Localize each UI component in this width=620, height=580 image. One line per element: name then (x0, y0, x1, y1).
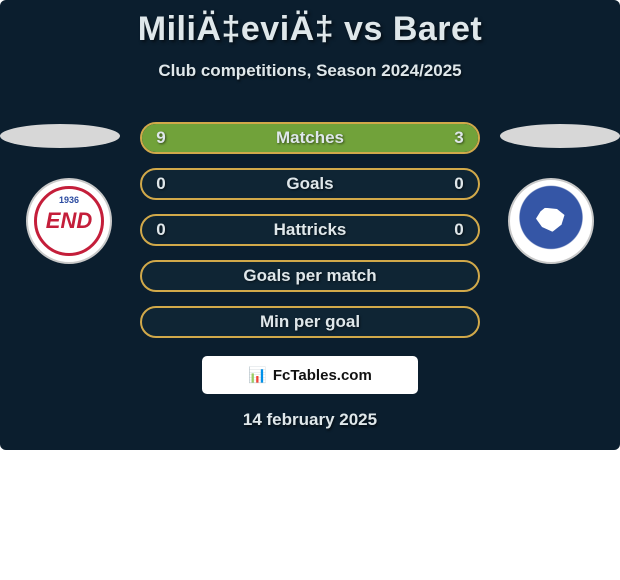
ellipse-left (0, 124, 120, 148)
title: MiliÄ‡eviÄ‡ vs Baret (0, 0, 620, 49)
stat-bars: 93Matches 00Goals 00Hattricks Goals per mat… (140, 122, 480, 352)
chart-icon: 📊 (248, 366, 267, 384)
ellipse-right (500, 124, 620, 148)
watermark: 📊 FcTables.com (202, 356, 418, 394)
stat-bar: Goals per match (140, 260, 480, 292)
watermark-text: FcTables.com (273, 367, 372, 384)
stat-bar: 00Hattricks (140, 214, 480, 246)
club-logo-left: 1936 END (26, 178, 112, 264)
club-logo-left-text: END (46, 208, 92, 234)
stat-label: Goals per match (142, 262, 478, 290)
stat-bar: 93Matches (140, 122, 480, 154)
stat-bar: 00Goals (140, 168, 480, 200)
stat-bar: Min per goal (140, 306, 480, 338)
stat-label: Matches (142, 124, 478, 152)
stat-label: Min per goal (142, 308, 478, 336)
stat-label: Hattricks (142, 216, 478, 244)
club-logo-right (508, 178, 594, 264)
date: 14 february 2025 (0, 410, 620, 430)
subtitle: Club competitions, Season 2024/2025 (0, 61, 620, 81)
club-logo-right-inner (515, 185, 587, 257)
stats-card: MiliÄ‡eviÄ‡ vs Baret Club competitions, … (0, 0, 620, 450)
stat-label: Goals (142, 170, 478, 198)
club-logo-left-inner: 1936 END (34, 186, 104, 256)
club-logo-left-year: 1936 (59, 195, 79, 205)
